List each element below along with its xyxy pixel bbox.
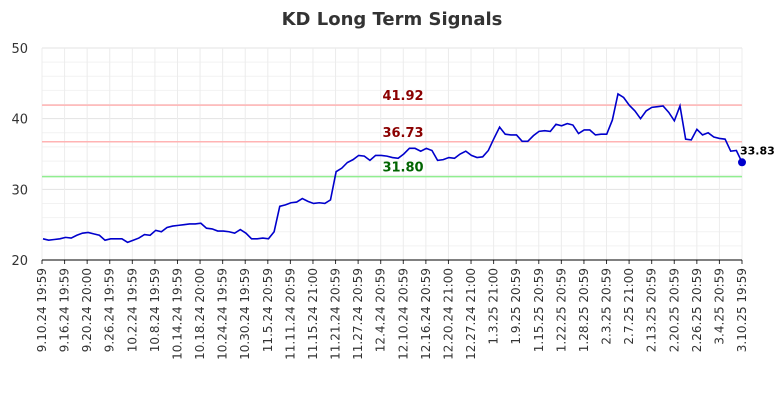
x-tick-label: 9.20.24 20:00 [80, 268, 94, 352]
x-axis-ticks: 9.10.24 19:59 9.16.24 19:59 9.20.24 20:00 9… [35, 260, 749, 360]
reference-line-label: 41.92 [382, 89, 423, 104]
x-tick-label: 10.18.24 20:00 [193, 268, 207, 360]
x-tick-label: 11.15.24 21:00 [306, 268, 320, 360]
x-tick-label: 3.10.25 19:59 [735, 268, 749, 352]
x-tick-label: 2.26.25 20:59 [690, 268, 704, 352]
x-tick-label: 12.27.24 21:00 [464, 268, 478, 360]
x-tick-label: 1.28.25 20:59 [577, 268, 591, 352]
x-tick-label: 11.5.24 20:59 [261, 268, 275, 352]
y-tick-label: 20 [11, 254, 28, 269]
x-tick-label: 2.3.25 20:59 [600, 268, 614, 345]
x-tick-label: 1.9.25 20:59 [509, 268, 523, 345]
x-tick-label: 1.22.25 20:59 [554, 268, 568, 352]
x-tick-label: 10.24.24 19:59 [216, 268, 230, 360]
series-line [42, 92, 743, 244]
y-tick-label: 50 [11, 42, 28, 57]
x-tick-label: 3.4.25 20:59 [712, 268, 726, 345]
x-tick-label: 12.10.24 20:59 [396, 268, 410, 360]
x-tick-label: 11.27.24 20:59 [351, 268, 365, 360]
x-tick-label: 10.30.24 19:59 [238, 268, 252, 360]
x-tick-label: 10.2.24 19:59 [125, 268, 139, 352]
x-tick-label: 1.15.25 20:59 [532, 268, 546, 352]
x-tick-label: 12.4.24 20:59 [374, 268, 388, 352]
x-tick-label: 1.3.25 21:00 [487, 268, 501, 345]
x-tick-label: 2.20.25 20:59 [667, 268, 681, 352]
y-tick-label: 40 [11, 113, 28, 128]
x-tick-label: 10.8.24 19:59 [148, 268, 162, 352]
x-tick-label: 2.13.25 20:59 [645, 268, 659, 352]
x-tick-label: 9.16.24 19:59 [58, 268, 72, 352]
x-tick-label: 11.11.24 20:59 [283, 268, 297, 360]
x-tick-label: 2.7.25 21:00 [622, 268, 636, 345]
x-tick-label: 12.16.24 20:59 [419, 268, 433, 360]
grid-lines [41, 47, 743, 261]
chart-title: KD Long Term Signals [282, 9, 503, 30]
reference-line-label: 31.80 [382, 161, 423, 176]
x-tick-label: 12.20.24 21:00 [441, 268, 455, 360]
reference-line-label: 36.73 [382, 126, 423, 141]
last-value-label: 33.83 [740, 144, 775, 157]
x-tick-label: 11.21.24 20:59 [329, 268, 343, 360]
x-tick-label: 9.26.24 19:59 [103, 268, 117, 352]
last-point-marker [738, 158, 746, 167]
reference-lines: 41.92 36.73 31.80 [42, 89, 742, 178]
x-tick-label: 9.10.24 19:59 [35, 268, 49, 352]
y-axis-ticks: 20 30 40 50 [11, 42, 28, 269]
y-tick-label: 30 [11, 183, 28, 198]
x-tick-label: 10.14.24 19:59 [170, 268, 184, 360]
